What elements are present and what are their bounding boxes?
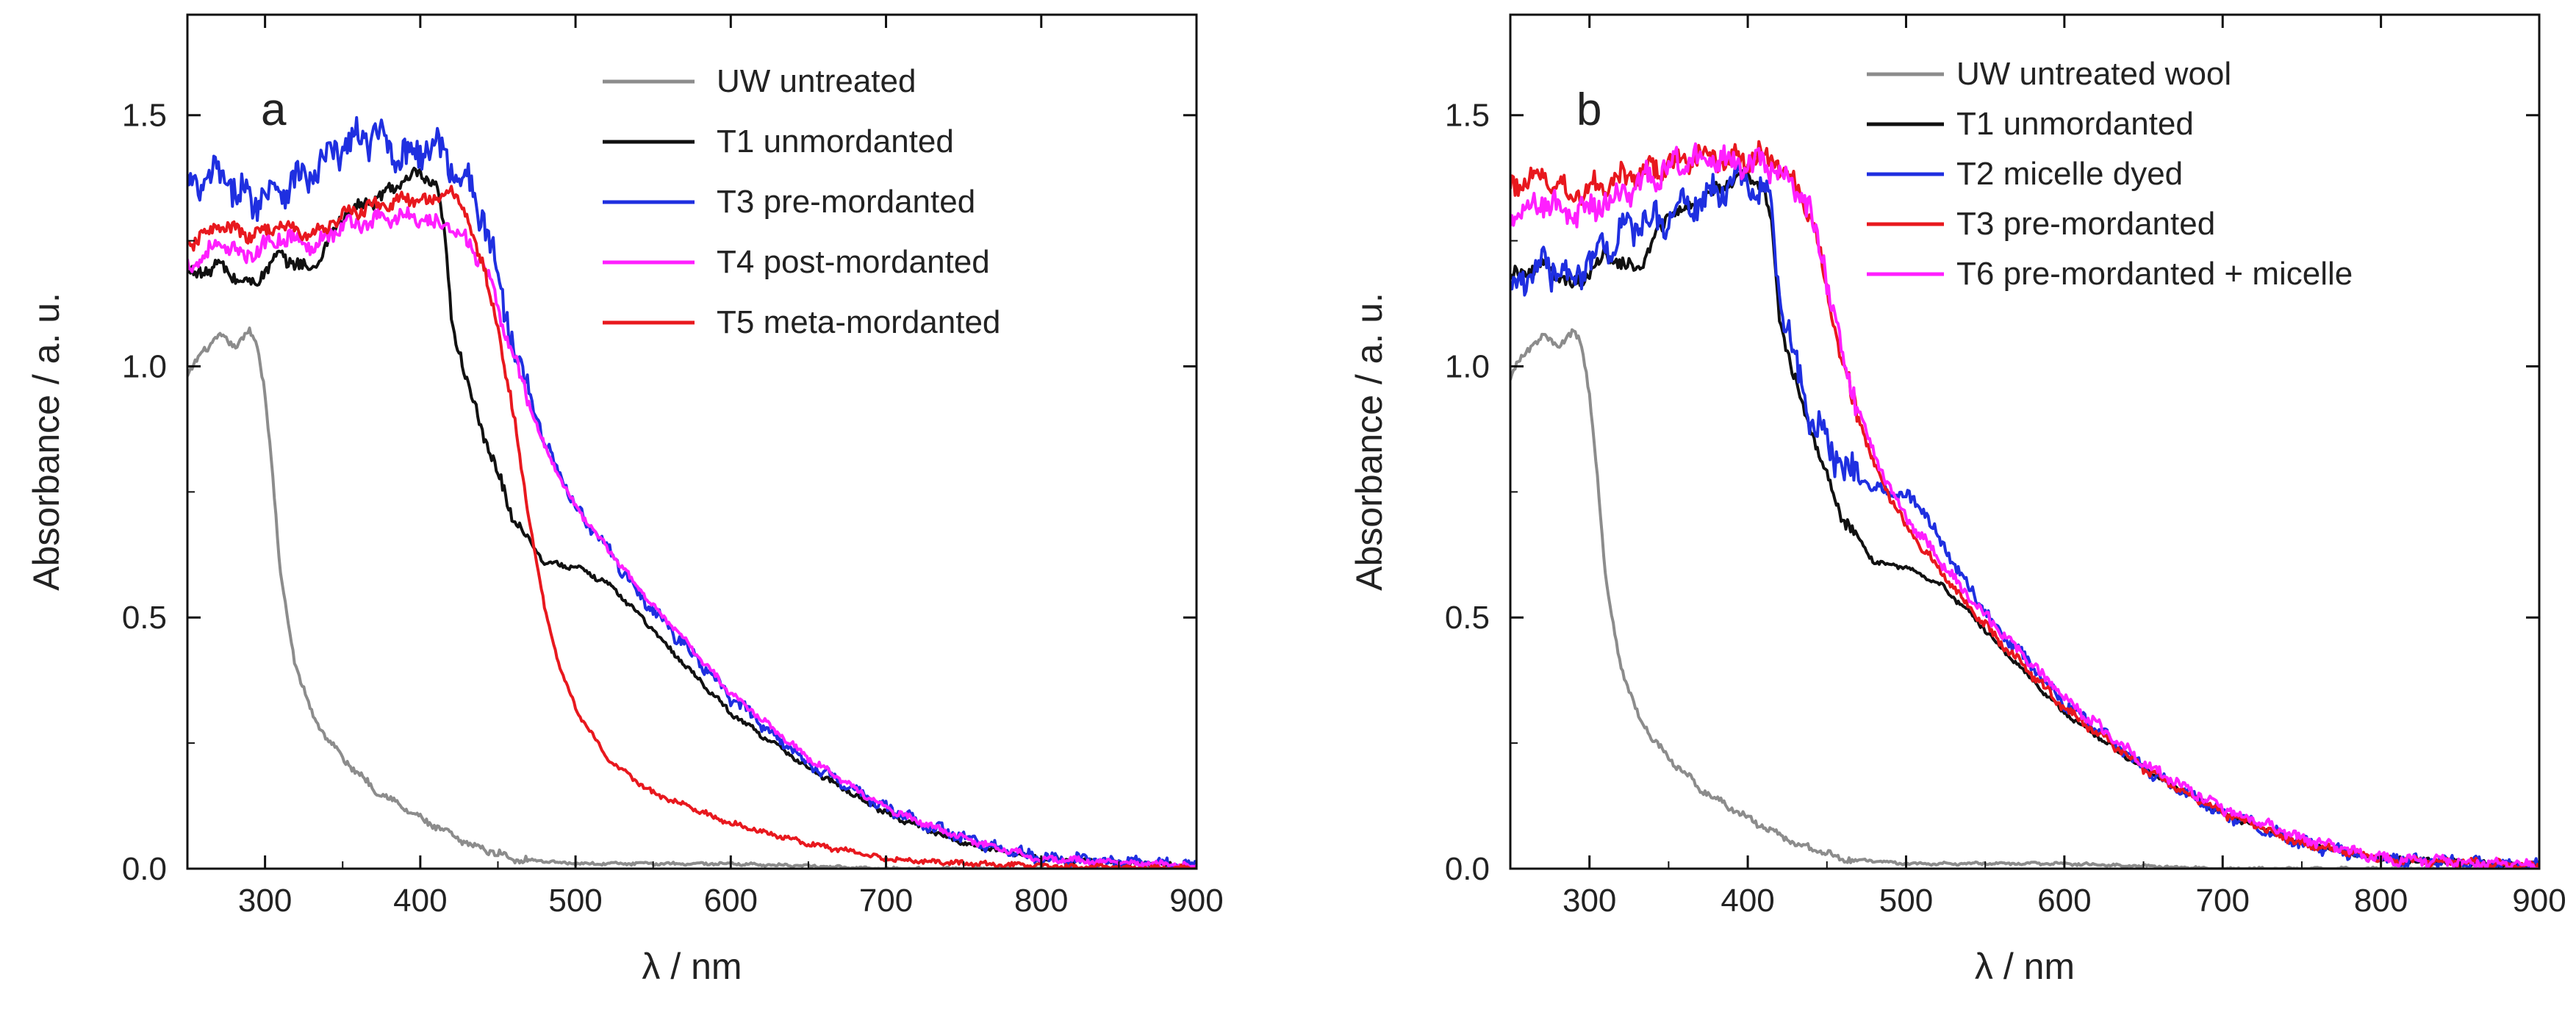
legend-label: UW untreated wool [1956, 56, 2231, 92]
legend-label: T6 pre-mordanted + micelle [1956, 256, 2353, 292]
legend-label: T4 post-mordanted [717, 244, 990, 280]
legend-item: UW untreated wool [1867, 56, 2231, 92]
series-line-t3-pre-mordanted [1510, 140, 2539, 869]
legend-label: T1 unmordanted [717, 123, 954, 159]
x-tick-label: 800 [1014, 883, 1068, 919]
y-tick-label: 1.5 [1445, 98, 1490, 134]
series-line-t6-pre-mordanted-micelle [1510, 142, 2539, 869]
series-line-t3-pre-mordanted [187, 116, 1196, 869]
legend-item: T5 meta-mordanted [603, 304, 1000, 340]
x-axis-label: λ / nm [1975, 946, 2075, 987]
legend-label: T1 unmordanted [1956, 106, 2194, 142]
legend-item: T1 unmordanted [1867, 106, 2194, 142]
legend: UW untreated T1 unmordanted T3 pre-mordant… [603, 63, 1000, 340]
legend-item: T3 pre-mordanted [1867, 206, 2215, 242]
y-axis-label: Absorbance / a. u. [26, 292, 67, 591]
y-tick-label: 1.0 [1445, 348, 1490, 384]
legend-label: T5 meta-mordanted [717, 304, 1000, 340]
legend-label: T3 pre-mordanted [717, 184, 975, 220]
y-tick-label: 0.0 [122, 851, 167, 887]
legend-label: T3 pre-mordanted [1956, 206, 2215, 242]
y-tick-label: 1.0 [122, 348, 167, 384]
legend-label: UW untreated [717, 63, 916, 99]
legend-item: T6 pre-mordanted + micelle [1867, 256, 2353, 292]
x-tick-label: 900 [2512, 883, 2566, 919]
x-axis-label: λ / nm [642, 946, 742, 987]
legend-item: T1 unmordanted [603, 123, 954, 159]
x-tick-label: 700 [859, 883, 913, 919]
legend-item: T2 micelle dyed [1867, 156, 2183, 192]
x-tick-label: 600 [704, 883, 758, 919]
series-line-t4-post-mordanted [187, 206, 1196, 869]
legend: UW untreated wool T1 unmordanted T2 micell… [1867, 56, 2353, 292]
x-tick-label: 500 [548, 883, 602, 919]
chart-panel-a: 300 400 500 600 700 800 900 0.0 0.5 1.0 1.5 λ / nm A… [26, 13, 1224, 987]
x-tick-label: 700 [2196, 883, 2250, 919]
x-tick-label: 400 [393, 883, 447, 919]
x-tick-label: 300 [1563, 883, 1616, 919]
legend-item: T3 pre-mordanted [603, 184, 975, 220]
series-line-t5-meta-mordanted [187, 184, 1196, 869]
y-axis-label: Absorbance / a. u. [1349, 292, 1390, 591]
legend-item: T4 post-mordanted [603, 244, 990, 280]
y-tick-label: 0.5 [1445, 600, 1490, 636]
chart-panel-b: 300 400 500 600 700 800 900 0.0 0.5 1.0 1.5 λ / nm A… [1349, 13, 2566, 987]
x-tick-label: 900 [1169, 883, 1223, 919]
x-tick-label: 800 [2354, 883, 2408, 919]
legend-item: UW untreated [603, 63, 916, 99]
legend-label: T2 micelle dyed [1956, 156, 2183, 192]
plot-frame [186, 13, 1198, 870]
y-tick-label: 0.5 [122, 600, 167, 636]
series-line-uw-untreated [187, 326, 1196, 869]
x-tick-label: 500 [1879, 883, 1933, 919]
x-tick-label: 400 [1721, 883, 1774, 919]
x-tick-label: 600 [2037, 883, 2091, 919]
y-tick-label: 1.5 [122, 98, 167, 134]
y-tick-label: 0.0 [1445, 851, 1490, 887]
panel-label: b [1576, 85, 1601, 135]
panel-label: a [261, 85, 287, 135]
x-tick-label: 300 [238, 883, 292, 919]
plot-frame [1509, 13, 2541, 870]
